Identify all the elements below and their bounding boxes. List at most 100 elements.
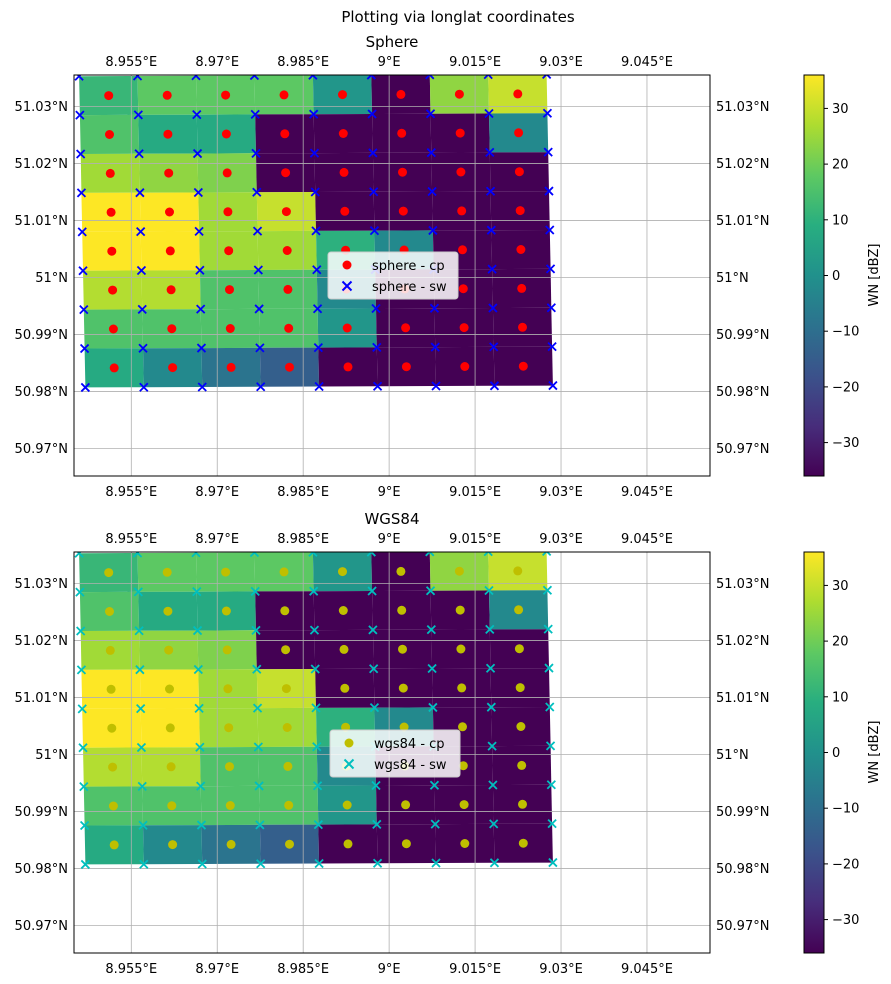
wgs84-cp-point <box>399 722 409 732</box>
sphere-legend-cp-label: sphere - cp <box>372 259 445 274</box>
sphere-sw-point <box>252 187 262 197</box>
sphere-cp-point <box>105 168 115 178</box>
sphere-sw-point <box>489 381 500 391</box>
sphere-sw-point <box>547 342 557 352</box>
wgs84-sw-point <box>372 819 382 830</box>
sphere-sw-point <box>250 109 260 120</box>
wgs84-sw-point <box>249 552 260 558</box>
wgs84-sw-point <box>372 858 383 868</box>
sphere-cp-point <box>514 128 524 138</box>
wgs84-sw-point <box>546 780 556 790</box>
wgs84-sw-point <box>542 552 552 556</box>
sphere-sw-point <box>542 108 553 118</box>
sphere-sw-point <box>139 382 149 392</box>
sphere-sw-point <box>309 109 319 119</box>
sphere-sw-point <box>193 187 203 198</box>
sphere-legend-sw-label: sphere - sw <box>372 280 447 295</box>
sphere-xtick-bottom: 9.015°E <box>449 485 501 500</box>
sphere-sw-point <box>195 265 205 275</box>
sphere-colorbar-label: WN [dBZ] <box>867 244 882 307</box>
sphere-xtick-bottom: 9.045°E <box>621 485 673 500</box>
wgs84-xtick-bottom: 9°E <box>378 962 401 977</box>
sphere-cp-point <box>460 362 470 371</box>
wgs84-cp-point <box>283 761 293 771</box>
wgs84-cp-point <box>162 567 172 577</box>
sphere-cp-point <box>221 129 231 139</box>
sphere-cp-point <box>221 90 231 100</box>
sphere-cp-point <box>342 323 352 333</box>
wgs84-sw-point <box>75 587 85 597</box>
sphere-cp-point <box>454 89 464 99</box>
sphere-sw-point <box>135 188 145 198</box>
sphere-cp-point <box>165 246 175 256</box>
sphere-sw-point <box>310 187 320 197</box>
sphere-sw-point <box>253 265 263 275</box>
sphere-cp-point <box>516 245 526 254</box>
wgs84-sw-point <box>79 781 89 792</box>
sphere-sw-point <box>487 264 497 274</box>
wgs84-sw-point <box>253 742 263 752</box>
sphere-sw-point <box>255 343 265 353</box>
wgs84-cp-point <box>396 566 406 576</box>
sphere-sw-point <box>74 75 84 81</box>
sphere-cp-point <box>396 89 406 99</box>
wgs84-cp-point <box>398 644 407 654</box>
sphere-colorbar: −30 −20 −10 0 10 20 30 WN [dBZ] <box>803 74 882 477</box>
wgs84-ytick-left: 51.01°N <box>15 691 68 706</box>
sphere-colorbar-tick-label: 20 <box>832 158 849 173</box>
wgs84-ytick-left: 51°N <box>35 748 68 763</box>
wgs84-sw-point <box>76 626 86 636</box>
wgs84-cp-point <box>282 723 292 732</box>
wgs84-sw-point <box>486 702 496 712</box>
sphere-sw-point <box>79 343 90 354</box>
wgs84-ytick-right: 51°N <box>716 748 749 763</box>
wgs84-xtick-top: 9°E <box>378 532 401 547</box>
sphere-cp-point <box>163 129 173 139</box>
sphere-xtick-bottom: 9°E <box>378 485 401 500</box>
sphere-cp-point <box>104 91 114 101</box>
sphere-ytick-right: 51.03°N <box>716 100 769 115</box>
sphere-panel-title: Sphere <box>366 33 419 51</box>
sphere-sw-point <box>77 227 87 237</box>
sphere-cp-point <box>517 283 527 293</box>
wgs84-cp-point <box>514 644 524 654</box>
wgs84-colorbar-tick-label: 20 <box>832 635 849 650</box>
wgs84-colorbar-tick-label: 0 <box>832 746 840 761</box>
wgs84-sw-point <box>136 703 146 714</box>
wgs84-colorbar-tick-label: −30 <box>832 913 859 928</box>
wgs84-sw-point <box>134 626 144 636</box>
sphere-sw-point <box>425 109 436 119</box>
wgs84-cp-point <box>343 839 353 849</box>
wgs84-sw-point <box>135 665 145 675</box>
sphere-cp-point <box>340 206 350 216</box>
wgs84-cp-point <box>338 567 347 577</box>
sphere-sw-point <box>133 110 143 120</box>
wgs84-xtick-top: 9.015°E <box>449 532 501 547</box>
wgs84-colorbar-tick-label: 30 <box>832 579 849 594</box>
sphere-cp-point <box>107 246 117 256</box>
sphere-sw-point <box>369 226 380 236</box>
sphere-legend: sphere - cp sphere - sw <box>327 251 459 300</box>
wgs84-legend-box <box>329 729 461 778</box>
sphere-sw-point <box>136 226 146 237</box>
wgs84-cp-point <box>339 644 349 654</box>
sphere-cp-point <box>282 246 292 255</box>
wgs84-legend-cp-marker <box>344 738 354 748</box>
wgs84-ytick-right: 50.98°N <box>716 862 769 877</box>
wgs84-xtick-top: 9.03°E <box>539 532 583 547</box>
sphere-xtick-bottom: 8.955°E <box>105 485 157 500</box>
wgs84-cp-point <box>166 762 176 772</box>
wgs84-xtick-bottom: 9.015°E <box>449 962 501 977</box>
wgs84-sw-point <box>192 625 203 636</box>
wgs84-sw-point <box>80 859 90 870</box>
sphere-sw-point <box>484 108 494 119</box>
sphere-cp-point <box>225 324 235 333</box>
wgs84-cp-point <box>225 762 234 772</box>
wgs84-cp-point <box>221 606 231 616</box>
wgs84-sw-point <box>196 820 207 830</box>
wgs84-sw-point <box>76 665 87 675</box>
wgs84-cp-point <box>340 683 350 693</box>
sphere-cp-point <box>283 284 293 294</box>
sphere-sw-point <box>369 187 379 197</box>
sphere-sw-point <box>314 381 324 392</box>
